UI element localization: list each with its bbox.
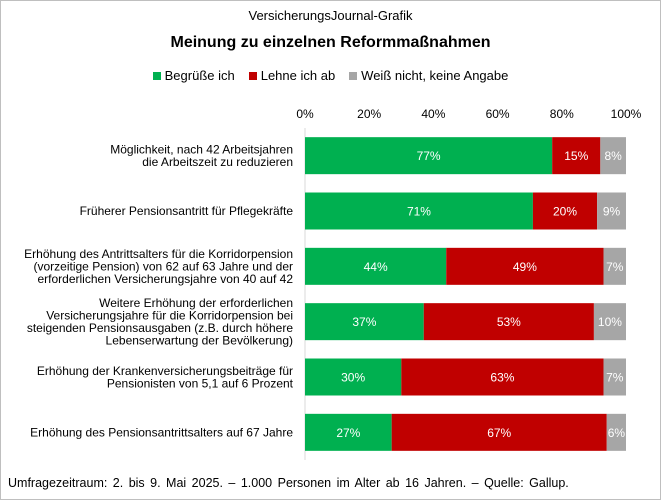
- bar-data-label: 67%: [487, 426, 511, 440]
- bar-segment: [305, 192, 533, 230]
- bar-data-label: 44%: [364, 260, 388, 274]
- category-label: Erhöhung des Antrittsalters für die Korr…: [24, 247, 293, 286]
- bar-segment: [401, 358, 604, 396]
- legend: Begrüße ich Lehne ich ab Weiß nicht, kei…: [0, 68, 661, 83]
- x-tick-label: 0%: [296, 107, 314, 121]
- bar-data-label: 53%: [497, 315, 521, 329]
- chart-title: Meinung zu einzelnen Reformmaßnahmen: [170, 34, 491, 51]
- bar-segment: [305, 247, 447, 285]
- bar-data-label: 49%: [513, 260, 537, 274]
- legend-label-approve: Begrüße ich: [164, 68, 235, 83]
- legend-swatch-approve: [152, 71, 161, 80]
- bar-segment: [603, 247, 626, 285]
- bar-segment: [552, 137, 601, 175]
- bar-segment: [597, 192, 626, 230]
- bar-data-label: 27%: [336, 426, 360, 440]
- bar-segment: [603, 358, 626, 396]
- bar-segment: [305, 137, 553, 175]
- chart-source-label: VersicherungsJournal-Grafik: [248, 8, 413, 23]
- x-tick-label: 100%: [611, 107, 642, 121]
- bar-data-label: 8%: [604, 149, 622, 163]
- x-tick-label: 40%: [421, 107, 445, 121]
- bar-data-label: 77%: [417, 149, 441, 163]
- bar-segment: [606, 413, 626, 451]
- legend-item-approve: Begrüße ich: [152, 68, 235, 83]
- bar-segment: [532, 192, 598, 230]
- bar-segment: [305, 303, 424, 341]
- bar-data-label: 10%: [598, 315, 622, 329]
- bar-segment: [600, 137, 626, 175]
- bar-data-label: 71%: [407, 205, 431, 219]
- legend-item-unknown: Weiß nicht, keine Angabe: [349, 68, 508, 83]
- bar-data-label: 15%: [564, 149, 588, 163]
- legend-item-reject: Lehne ich ab: [248, 68, 336, 83]
- category-label: Möglichkeit, nach 42 Arbeitsjahren die Ar…: [110, 142, 293, 169]
- category-label: Erhöhung der Krankenversicherungsbeiträg…: [37, 364, 294, 391]
- legend-label-reject: Lehne ich ab: [260, 68, 336, 83]
- bar-data-label: 20%: [553, 205, 577, 219]
- legend-swatch-reject: [248, 71, 257, 80]
- bar-segment: [305, 358, 402, 396]
- bar-data-label: 30%: [341, 371, 365, 385]
- bar-segment: [423, 303, 594, 341]
- category-label: Weitere Erhöhung der erforderlichen Versi…: [27, 296, 294, 348]
- category-label: Erhöhung des Pensionsantrittsalters auf …: [30, 425, 293, 439]
- chart-footer-note: Umfragezeitraum: 2. bis 9. Mai 2025. – 1…: [8, 476, 569, 490]
- bar-data-label: 6%: [608, 426, 626, 440]
- bar-data-label: 37%: [352, 315, 376, 329]
- bar-segment: [305, 413, 392, 451]
- bar-data-label: 7%: [606, 260, 624, 274]
- category-label: Früherer Pensionsantritt für Pflegekräft…: [80, 204, 294, 218]
- bar-data-label: 7%: [606, 371, 624, 385]
- x-tick-label: 20%: [357, 107, 381, 121]
- bar-data-label: 9%: [603, 205, 621, 219]
- x-tick-label: 80%: [550, 107, 574, 121]
- legend-label-unknown: Weiß nicht, keine Angabe: [361, 68, 509, 83]
- bar-data-label: 63%: [490, 371, 514, 385]
- bar-segment: [593, 303, 626, 341]
- x-tick-label: 60%: [486, 107, 510, 121]
- bar-segment: [446, 247, 604, 285]
- bar-segment: [391, 413, 607, 451]
- legend-swatch-unknown: [349, 71, 358, 80]
